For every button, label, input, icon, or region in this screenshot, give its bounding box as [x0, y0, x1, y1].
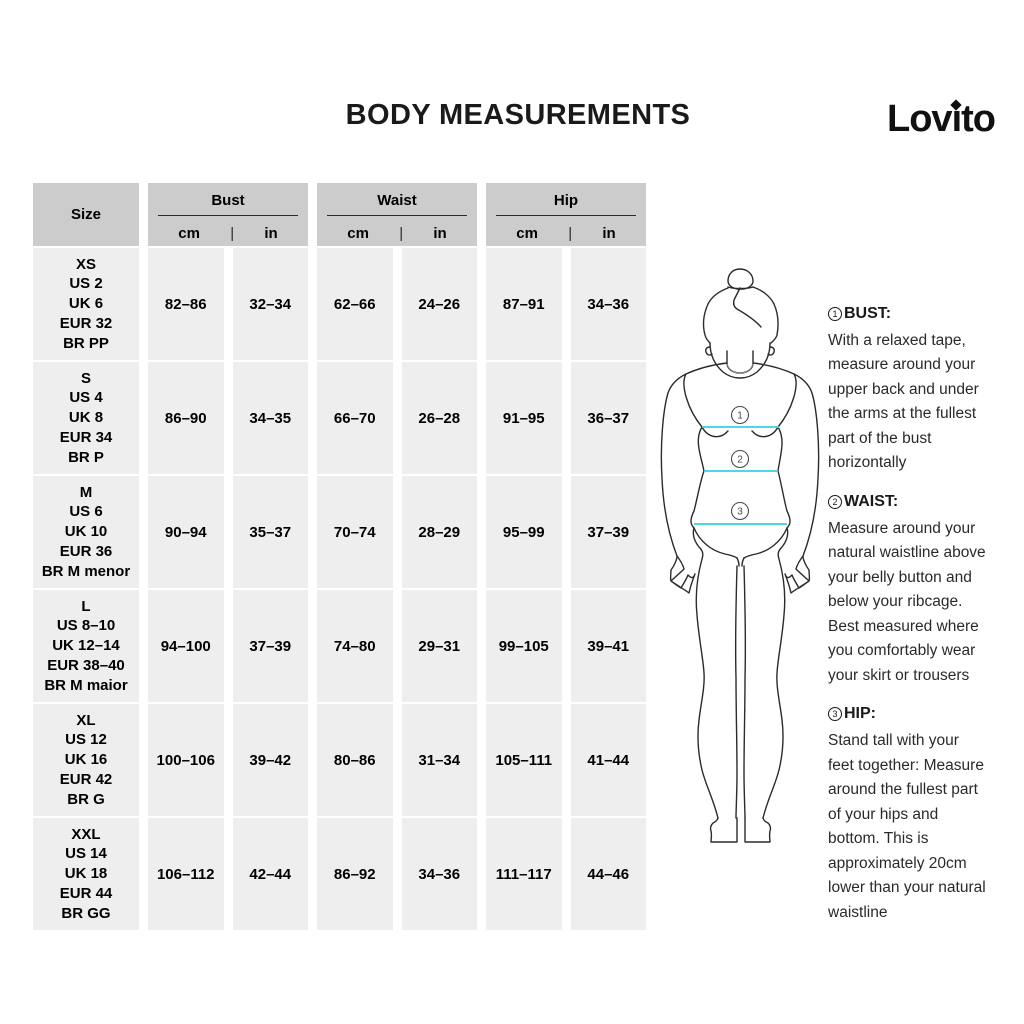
svg-text:3: 3	[737, 507, 743, 518]
svg-text:1: 1	[737, 411, 743, 422]
svg-text:2: 2	[737, 455, 743, 466]
